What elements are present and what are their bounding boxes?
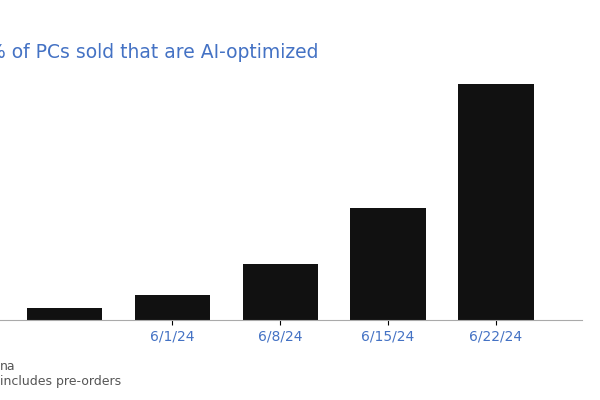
Bar: [27, 308, 103, 320]
Bar: [458, 84, 533, 320]
Text: % of PCs sold that are AI-optimized: % of PCs sold that are AI-optimized: [0, 43, 319, 62]
Bar: [350, 208, 426, 320]
Bar: [242, 264, 318, 320]
Text: na
includes pre-orders: na includes pre-orders: [0, 360, 121, 388]
Bar: [135, 295, 210, 320]
